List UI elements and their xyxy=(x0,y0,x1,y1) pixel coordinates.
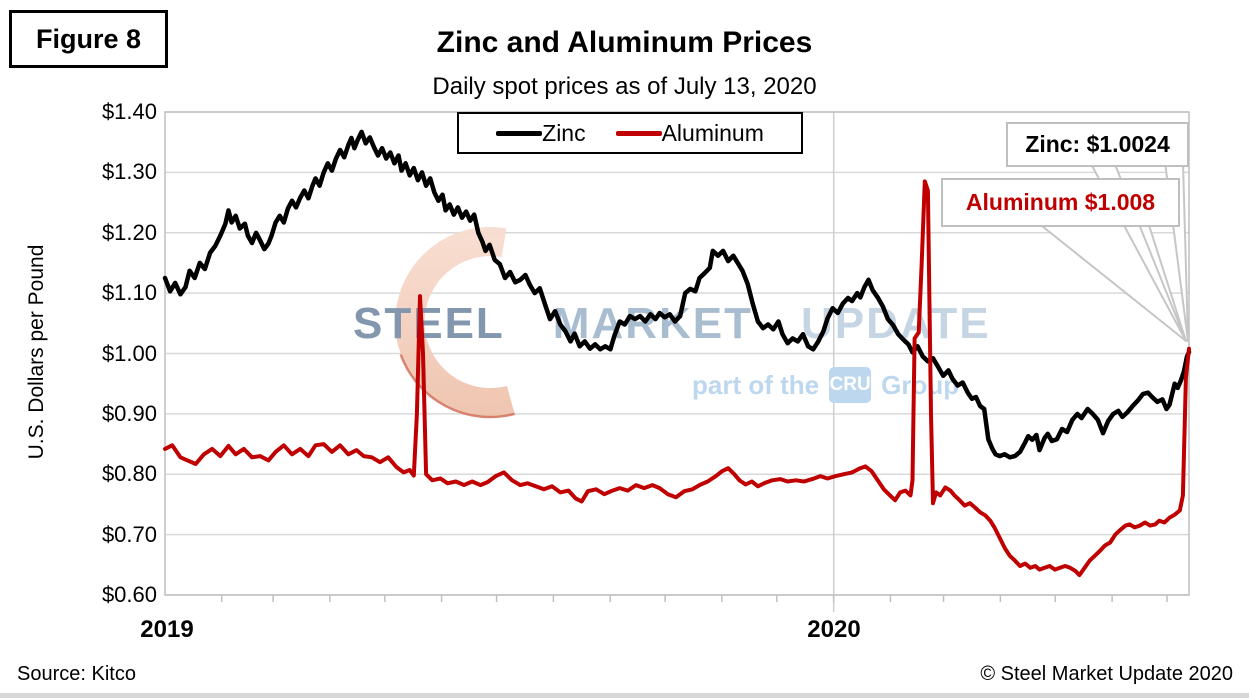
y-tick-label: $0.70 xyxy=(101,521,157,547)
x-axis-label-2020: 2020 xyxy=(807,616,861,643)
zinc-callout-text: Zinc: $1.0024 xyxy=(1025,131,1170,157)
aluminum-callout-text: Aluminum $1.008 xyxy=(965,189,1156,215)
aluminum-value-callout: Aluminum $1.008 xyxy=(941,178,1180,227)
zinc-series-line xyxy=(162,129,1192,460)
legend-label-zinc: Zinc xyxy=(542,119,586,146)
x-axis-label-2019: 2019 xyxy=(140,616,194,643)
aluminum-series-line xyxy=(163,179,1191,578)
legend-label-aluminum: Aluminum xyxy=(661,119,764,146)
cru-logo-text: CRU xyxy=(829,374,871,395)
cru-logo-box: CRU xyxy=(829,367,872,403)
copyright-note: © Steel Market Update 2020 xyxy=(980,663,1233,685)
watermark-word-steel: STEEL xyxy=(353,299,505,348)
watermark-tagline-prefix: part of the xyxy=(692,369,820,400)
y-tick-label: $1.30 xyxy=(101,159,157,185)
y-tick-label: $1.10 xyxy=(101,280,157,306)
y-tick-label: $0.90 xyxy=(101,400,157,426)
source-note: Source: Kitco xyxy=(17,663,136,685)
figure-label: Figure 8 xyxy=(9,10,168,68)
chart-subtitle: Daily spot prices as of July 13, 2020 xyxy=(432,73,817,100)
y-tick-label: $1.00 xyxy=(101,340,157,366)
legend-item-aluminum: Aluminum xyxy=(615,119,764,147)
aluminum-callout-pointer xyxy=(1036,221,1187,342)
bottom-divider-bar xyxy=(0,693,1249,698)
zinc-value-callout: Zinc: $1.0024 xyxy=(1006,122,1189,167)
y-tick-label: $1.40 xyxy=(101,99,157,124)
chart-legend: Zinc Aluminum xyxy=(457,112,803,154)
zinc-line-swatch xyxy=(496,130,543,136)
y-tick-label: $0.60 xyxy=(101,582,157,607)
y-tick-label: $0.80 xyxy=(101,461,157,487)
page-title: Zinc and Aluminum Prices xyxy=(436,26,813,59)
y-tick-label: $1.20 xyxy=(101,219,157,245)
figure-label-text: Figure 8 xyxy=(35,23,142,54)
aluminum-line-swatch xyxy=(615,130,662,136)
legend-item-zinc: Zinc xyxy=(496,119,586,147)
